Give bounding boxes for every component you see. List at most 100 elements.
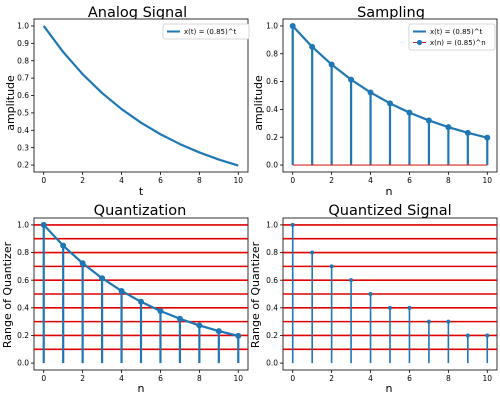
stem-marker — [406, 109, 413, 116]
stem-marker — [446, 319, 451, 324]
stem-marker — [329, 264, 334, 269]
y-tick-label: 0.3 — [17, 143, 29, 152]
stem-marker — [60, 242, 67, 249]
series-line — [42, 25, 239, 167]
x-tick-label: 2 — [80, 374, 85, 383]
stem-marker — [367, 89, 374, 96]
legend-box — [408, 23, 496, 51]
stem-marker — [118, 287, 125, 294]
y-tick-label: 1.0 — [266, 22, 278, 31]
x-tick-label: 2 — [329, 374, 334, 383]
x-tick-label: 4 — [368, 374, 373, 383]
y-tick-label: 0.4 — [266, 105, 278, 114]
x-tick-label: 6 — [158, 374, 163, 383]
y-ticks: 0.0 0.2 0.4 0.6 0.8 1.0 — [266, 22, 283, 170]
y-tick-label: 1.0 — [17, 22, 29, 31]
stem-marker — [485, 333, 490, 338]
legend: x(t) = (0.85)^t x(n) = (0.85)^n — [408, 23, 496, 51]
stem-marker — [215, 328, 222, 335]
x-tick-label: 4 — [119, 176, 124, 185]
stem-marker — [157, 307, 164, 314]
x-axis-label: t — [139, 185, 144, 198]
stem-marker — [235, 332, 242, 339]
y-tick-label: 0.2 — [17, 331, 29, 340]
x-tick-label: 8 — [197, 176, 202, 185]
y-tick-label: 0.6 — [266, 77, 278, 86]
y-tick-label: 0.7 — [17, 74, 29, 83]
x-tick-label: 10 — [482, 374, 492, 383]
y-axis-label: Range of Quantizer — [249, 241, 262, 348]
y-tick-label: 0.4 — [17, 126, 29, 135]
x-tick-label: 2 — [329, 176, 334, 185]
x-tick-label: 4 — [119, 374, 124, 383]
x-tick-label: 0 — [290, 374, 295, 383]
y-tick-label: 0.2 — [17, 161, 29, 170]
stem-marker — [290, 222, 295, 227]
stem-marker — [176, 315, 183, 322]
legend-label-line: x(t) = (0.85)^t — [430, 28, 483, 36]
stem-marker — [328, 61, 335, 68]
y-tick-label: 0.8 — [266, 49, 278, 58]
stem-marker — [138, 298, 144, 305]
y-tick-label: 0.2 — [266, 331, 278, 340]
x-tick-label: 10 — [482, 176, 492, 185]
panel-quantization: Quantization n Range of Quantizer 0 2 4 6 8 1… — [1, 203, 249, 395]
plot-area — [33, 217, 249, 371]
x-tick-label: 0 — [41, 176, 46, 185]
y-tick-label: 0.8 — [17, 56, 29, 65]
stem-marker — [464, 129, 471, 136]
chart-title: Quantized Signal — [328, 203, 451, 219]
y-tick-label: 0.6 — [17, 91, 29, 100]
x-tick-label: 2 — [80, 176, 85, 185]
x-tick-label: 10 — [233, 374, 243, 383]
y-tick-label: 1.0 — [17, 221, 29, 230]
x-tick-label: 8 — [446, 374, 451, 383]
stem-marker — [387, 100, 393, 107]
y-tick-label: 1.0 — [266, 221, 278, 230]
y-axis-label: amplitude — [252, 75, 265, 131]
stem-marker — [289, 22, 296, 29]
y-axis-label: amplitude — [4, 75, 17, 131]
stem-marker — [79, 260, 86, 267]
x-tick-label: 6 — [407, 176, 412, 185]
x-ticks: 0 2 4 6 8 10 — [41, 172, 243, 185]
y-tick-label: 0.0 — [266, 359, 278, 368]
plot-area — [282, 217, 498, 371]
legend-box — [162, 23, 250, 40]
stem-marker — [445, 124, 452, 131]
x-tick-label: 4 — [368, 176, 373, 185]
x-tick-label: 6 — [407, 374, 412, 383]
stem-marker — [426, 319, 431, 324]
stem-marker — [99, 275, 106, 282]
stem-marker — [388, 305, 392, 310]
y-tick-label: 0.6 — [266, 276, 278, 285]
stem-marker — [425, 117, 432, 124]
x-axis-label: n — [138, 382, 145, 395]
x-axis-label: n — [386, 382, 393, 395]
x-tick-label: 10 — [233, 176, 243, 185]
plot-area — [33, 18, 249, 173]
y-ticks: 0.0 0.2 0.4 0.6 0.8 1.0 — [17, 221, 34, 368]
legend-label-stem: x(n) = (0.85)^n — [430, 39, 486, 47]
x-tick-label: 6 — [158, 176, 163, 185]
x-ticks: 0 2 4 6 8 10 — [41, 370, 243, 383]
y-tick-label: 0.9 — [17, 39, 29, 48]
y-tick-label: 0.0 — [17, 359, 29, 368]
stem-marker — [348, 76, 355, 83]
x-tick-label: 0 — [290, 176, 295, 185]
y-tick-label: 0.8 — [266, 248, 278, 257]
x-ticks: 0 2 4 6 8 10 — [290, 370, 492, 383]
stem-marker — [196, 322, 203, 329]
x-ticks: 0 2 4 6 8 10 — [290, 172, 492, 185]
stem-marker — [310, 250, 315, 255]
y-ticks: 0.0 0.2 0.4 0.6 0.8 1.0 — [266, 221, 283, 368]
y-axis-label: Range of Quantizer — [1, 241, 14, 348]
x-axis-label: n — [386, 185, 393, 198]
legend: x(t) = (0.85)^t — [162, 23, 250, 40]
y-ticks: 0.2 0.3 0.4 0.5 0.6 0.7 0.8 0.9 1.0 — [17, 22, 34, 170]
y-tick-label: 0.8 — [17, 248, 29, 257]
y-tick-label: 0.4 — [17, 303, 29, 312]
stem-marker — [484, 134, 491, 141]
axes-frame — [33, 18, 249, 173]
